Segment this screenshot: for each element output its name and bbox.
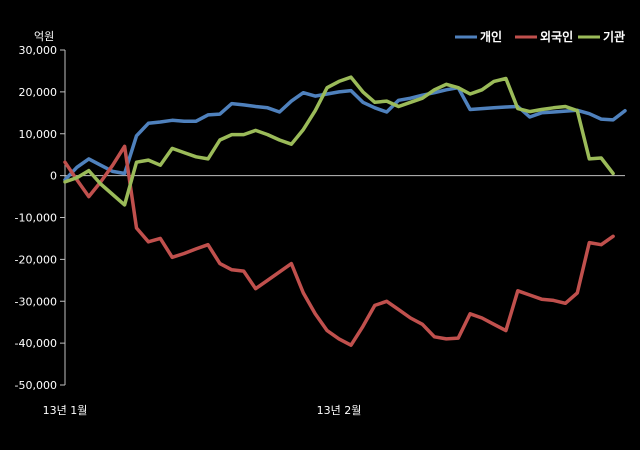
x-tick-label: 13년 1월 — [43, 404, 88, 417]
y-tick-label: -10,000 — [15, 212, 57, 225]
legend-label-2: 기관 — [603, 29, 625, 44]
x-tick-label: 13년 2월 — [317, 404, 362, 417]
legend-label-1: 외국인 — [540, 29, 573, 44]
y-tick-label: 20,000 — [19, 86, 58, 99]
y-tick-label: 10,000 — [19, 128, 58, 141]
y-tick-label: 0 — [50, 170, 57, 183]
y-tick-label: 30,000 — [19, 44, 58, 57]
series-lines — [63, 75, 627, 347]
y-tick-label: -20,000 — [15, 253, 57, 266]
series-line-1 — [63, 144, 615, 347]
legend: 개인 외국인 기관 — [455, 29, 625, 44]
y-tick-label: -40,000 — [15, 337, 57, 350]
series-line-0 — [63, 85, 627, 182]
legend-label-0: 개인 — [480, 29, 502, 44]
y-tick-label: -50,000 — [15, 379, 57, 392]
axes: 30,000 20,000 10,000 0 -10,000 -20,000 -30,000… — [15, 44, 625, 417]
y-axis-unit-label: 억원 — [34, 30, 54, 43]
y-tick-label: -30,000 — [15, 295, 57, 308]
chart-title: 선 물 누적순매수 2013년 1월 1일~2013년 2월22일 — [70, 18, 429, 36]
series-line-2 — [63, 75, 615, 207]
